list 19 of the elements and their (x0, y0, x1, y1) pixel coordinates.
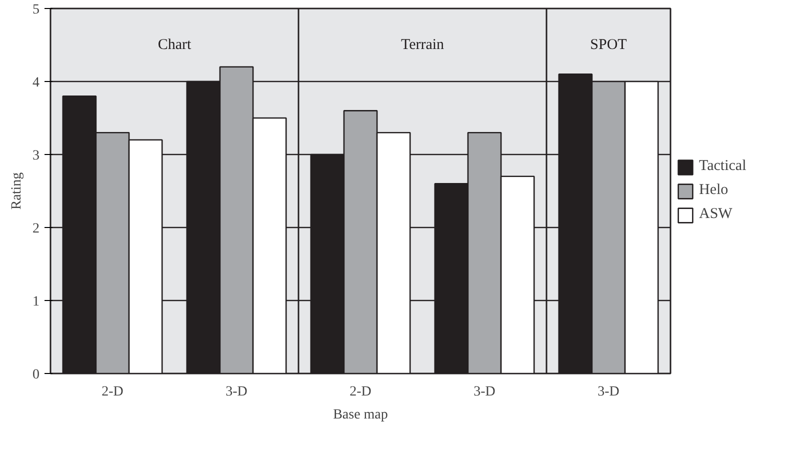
x-tick-label: 3-D (598, 384, 620, 400)
y-tick-label: 0 (32, 368, 40, 382)
x-axis-title: Base map (333, 408, 388, 422)
x-tick-label: 2-D (102, 384, 124, 400)
annotation: SPOT (590, 37, 627, 53)
y-tick-label: 1 (32, 294, 40, 310)
y-axis-title: Rating (10, 172, 24, 210)
y-tick-label: 3 (32, 148, 40, 164)
x-tick-label: 3-D (226, 384, 248, 400)
y-tick-label: 2 (32, 222, 40, 236)
y-tick-label: 5 (32, 2, 40, 18)
annotation: Chart (158, 37, 192, 53)
annotation: Terrain (400, 37, 445, 53)
legend-label: Helo (699, 182, 728, 199)
legend-label: ASW (699, 206, 732, 223)
legend-label: Tactical (699, 158, 746, 175)
x-tick-label: 2-D (350, 384, 372, 400)
y-tick-label: 4 (32, 76, 40, 90)
x-tick-label: 3-D (474, 384, 496, 400)
